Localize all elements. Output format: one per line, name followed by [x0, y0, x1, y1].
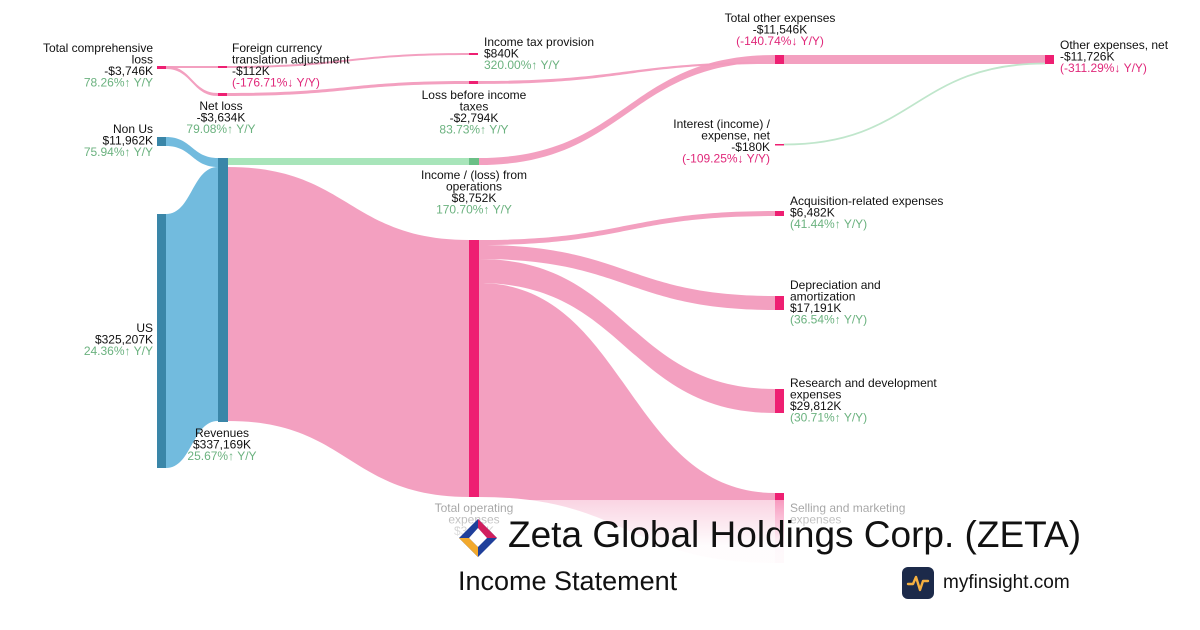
link-rev-to-topex	[228, 167, 469, 497]
node-us[interactable]	[157, 214, 166, 468]
node-netloss[interactable]	[218, 93, 227, 96]
node-ops[interactable]	[469, 158, 479, 165]
link-netloss-to-lbt	[227, 81, 469, 96]
label-rd: Research and development expenses $29,812K…	[790, 376, 937, 425]
link-fx-to-tax	[227, 53, 469, 68]
link-ops-to-toe	[479, 55, 775, 165]
link-topex-to-rd	[479, 259, 775, 413]
node-tce[interactable]	[157, 66, 166, 69]
label-netloss: Net loss -$3,634K 79.08%↑ Y/Y	[186, 99, 255, 136]
node-rd[interactable]	[775, 389, 784, 413]
label-tce: Total comprehensive loss -$3,746K 78.26%↑ Y…	[43, 41, 153, 90]
sankey-links	[166, 53, 1046, 563]
node-lbt[interactable]	[469, 81, 478, 84]
zeta-diamond-logo-icon	[459, 519, 497, 557]
link-tce-to-fx	[166, 66, 218, 68]
statement-subtitle: Income Statement	[458, 566, 678, 596]
node-tax[interactable]	[469, 53, 478, 55]
node-nonus[interactable]	[157, 137, 166, 146]
link-toe-to-oen	[784, 55, 1045, 64]
link-us-to-rev	[166, 167, 218, 468]
label-int: Interest (income) / expense, net -$180K (-1…	[673, 117, 770, 166]
link-nonus-to-rev	[166, 137, 218, 167]
link-topex-to-sm	[479, 283, 775, 563]
node-acq[interactable]	[775, 211, 784, 216]
label-tax: Income tax provision $840K 320.00%↑ Y/Y	[484, 35, 594, 72]
pulse-chart-icon	[902, 567, 934, 599]
node-fx[interactable]	[218, 66, 227, 68]
node-oen[interactable]	[1045, 55, 1054, 64]
label-toe: Total other expenses -$11,546K (-140.74%↓ …	[725, 11, 836, 48]
node-da[interactable]	[775, 296, 784, 310]
node-rev[interactable]	[218, 158, 228, 422]
company-title: Zeta Global Holdings Corp. (ZETA)	[508, 514, 1082, 555]
node-int[interactable]	[775, 144, 784, 146]
site-link[interactable]: myfinsight.com	[902, 566, 1070, 600]
link-topex-to-acq	[479, 211, 775, 245]
footer-fade	[420, 500, 1200, 630]
link-lbt-to-toe	[478, 62, 775, 84]
label-da: Depreciation and amortization $17,191K (36.…	[790, 278, 881, 327]
label-lbt: Loss before income taxes -$2,794K 83.73%↑ Y…	[422, 88, 527, 137]
label-ops: Income / (loss) from operations $8,752K 170…	[421, 168, 527, 217]
node-toe[interactable]	[775, 55, 784, 64]
node-topex[interactable]	[469, 240, 479, 497]
link-tce-to-netloss	[166, 66, 218, 96]
site-name: myfinsight.com	[943, 572, 1070, 593]
link-topex-to-da	[479, 245, 775, 310]
label-us: US $325,207K 24.36%↑ Y/Y	[84, 321, 153, 358]
label-rev: Revenues $337,169K 25.67%↑ Y/Y	[187, 426, 256, 463]
link-int-to-oen	[783, 62, 1046, 146]
link-rev-to-ops	[228, 158, 469, 165]
label-fx: Foreign currency translation adjustment -$…	[232, 41, 350, 90]
label-oen: Other expenses, net -$11,726K (-311.29%↓ Y…	[1060, 38, 1169, 75]
label-acq: Acquisition-related expenses $6,482K (41.4…	[790, 194, 943, 231]
label-nonus: Non Us $11,962K 75.94%↑ Y/Y	[84, 122, 153, 159]
